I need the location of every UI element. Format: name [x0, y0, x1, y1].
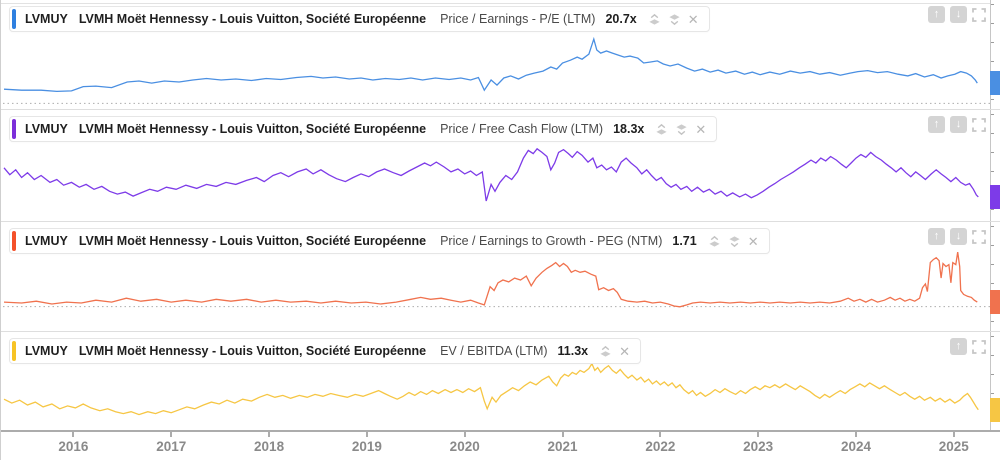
chart-pane-peg: LVMUY LVMH Moët Hennessy - Louis Vuitton… [1, 222, 1000, 332]
current-value: 11.3x [557, 344, 589, 358]
x-axis-label: 2021 [547, 439, 578, 454]
x-axis-tick [854, 432, 857, 437]
company-name: LVMH Moët Hennessy - Louis Vuitton, Soci… [78, 344, 427, 358]
series-legend-card[interactable]: LVMUY LVMH Moët Hennessy - Louis Vuitton… [9, 228, 770, 254]
move-pane-down-button[interactable]: ↓ [950, 116, 967, 133]
metric-label: Price / Earnings to Growth - PEG (NTM) [440, 234, 663, 248]
x-axis-tick [268, 432, 271, 437]
chart-pane-pe: LVMUY LVMH Moët Hennessy - Louis Vuitton… [1, 0, 1000, 110]
merge-pane-up-icon[interactable] [648, 13, 661, 26]
top-divider [1, 3, 1000, 4]
x-axis-label: 2017 [156, 439, 187, 454]
expand-pane-icon[interactable] [972, 339, 986, 354]
current-value-marker [990, 71, 1000, 95]
current-value-marker [990, 290, 1000, 314]
remove-series-icon[interactable]: ✕ [687, 11, 699, 27]
move-pane-up-button[interactable]: ↑ [928, 6, 945, 23]
expand-pane-icon[interactable] [972, 117, 986, 132]
chart-pane-ev-ebitda: LVMUY LVMH Moët Hennessy - Louis Vuitton… [1, 332, 1000, 430]
merge-pane-down-icon[interactable] [668, 13, 681, 26]
company-name: LVMH Moët Hennessy - Louis Vuitton, Soci… [78, 12, 427, 26]
x-axis-label: 2016 [58, 439, 89, 454]
axis-ticks [991, 114, 994, 221]
metric-label: Price / Earnings - P/E (LTM) [440, 12, 596, 26]
x-axis-label: 2023 [743, 439, 774, 454]
x-axis-tick [561, 432, 564, 437]
expand-pane-icon[interactable] [972, 229, 986, 244]
axis-ticks [991, 336, 994, 430]
merge-pane-down-icon[interactable] [675, 123, 688, 136]
up-arrow-icon: ↑ [933, 118, 940, 130]
right-axis-strip [990, 332, 1000, 430]
x-axis-tick [952, 432, 955, 437]
merge-pane-down-icon[interactable] [728, 235, 741, 248]
x-axis-tick [365, 432, 368, 437]
current-value: 1.71 [672, 234, 697, 248]
ticker-symbol: LVMUY [25, 234, 68, 248]
chart-pane-pfcf: LVMUY LVMH Moët Hennessy - Louis Vuitton… [1, 110, 1000, 222]
series-accent-bar [12, 9, 16, 29]
ticker-symbol: LVMUY [25, 12, 68, 26]
x-axis-tick [72, 432, 75, 437]
up-arrow-icon: ↑ [933, 8, 940, 20]
ticker-symbol: LVMUY [25, 122, 68, 136]
x-axis-tick [170, 432, 173, 437]
axis-ticks [991, 4, 994, 109]
axis-ticks [991, 226, 994, 331]
move-pane-down-button[interactable]: ↓ [950, 6, 967, 23]
x-axis-tick [659, 432, 662, 437]
series-accent-bar [12, 231, 16, 251]
down-arrow-icon: ↓ [955, 118, 962, 130]
current-value: 20.7x [605, 12, 637, 26]
merge-pane-up-icon[interactable] [599, 345, 612, 358]
current-value-marker [990, 398, 1000, 422]
series-accent-bar [12, 341, 16, 361]
right-axis-strip [990, 222, 1000, 331]
x-axis-label: 2019 [351, 439, 382, 454]
company-name: LVMH Moët Hennessy - Louis Vuitton, Soci… [78, 122, 427, 136]
metric-label: EV / EBITDA (LTM) [440, 344, 548, 358]
move-pane-up-button[interactable]: ↑ [950, 338, 967, 355]
merge-pane-up-icon[interactable] [708, 235, 721, 248]
series-legend-card[interactable]: LVMUY LVMH Moët Hennessy - Louis Vuitton… [9, 6, 710, 32]
down-arrow-icon: ↓ [955, 8, 962, 20]
company-name: LVMH Moët Hennessy - Louis Vuitton, Soci… [78, 234, 427, 248]
expand-pane-icon[interactable] [972, 7, 986, 22]
remove-series-icon[interactable]: ✕ [747, 233, 759, 249]
current-value: 18.3x [613, 122, 645, 136]
x-axis-label: 2024 [840, 439, 872, 454]
move-pane-up-button[interactable]: ↑ [928, 228, 945, 245]
x-axis[interactable]: 2016 2017 2018 2019 2020 2021 2022 2023 2024 2025 [1, 430, 1000, 460]
x-axis-label: 2022 [645, 439, 676, 454]
up-arrow-icon: ↑ [955, 340, 962, 352]
x-axis-tick [757, 432, 760, 437]
merge-pane-up-icon[interactable] [655, 123, 668, 136]
x-axis-label: 2025 [938, 439, 969, 454]
current-value-marker [990, 185, 1000, 209]
x-axis-label: 2020 [449, 439, 480, 454]
right-axis-strip [990, 110, 1000, 221]
remove-series-icon[interactable]: ✕ [619, 343, 631, 359]
ticker-symbol: LVMUY [25, 344, 68, 358]
metric-label: Price / Free Cash Flow (LTM) [440, 122, 604, 136]
move-pane-down-button[interactable]: ↓ [950, 228, 967, 245]
x-axis-tick [463, 432, 466, 437]
series-accent-bar [12, 119, 16, 139]
series-legend-card[interactable]: LVMUY LVMH Moët Hennessy - Louis Vuitton… [9, 338, 642, 364]
remove-series-icon[interactable]: ✕ [695, 121, 707, 137]
right-axis-strip [990, 0, 1000, 109]
up-arrow-icon: ↑ [933, 230, 940, 242]
series-legend-card[interactable]: LVMUY LVMH Moët Hennessy - Louis Vuitton… [9, 116, 718, 142]
x-axis-label: 2018 [254, 439, 285, 454]
move-pane-up-button[interactable]: ↑ [928, 116, 945, 133]
down-arrow-icon: ↓ [955, 230, 962, 242]
